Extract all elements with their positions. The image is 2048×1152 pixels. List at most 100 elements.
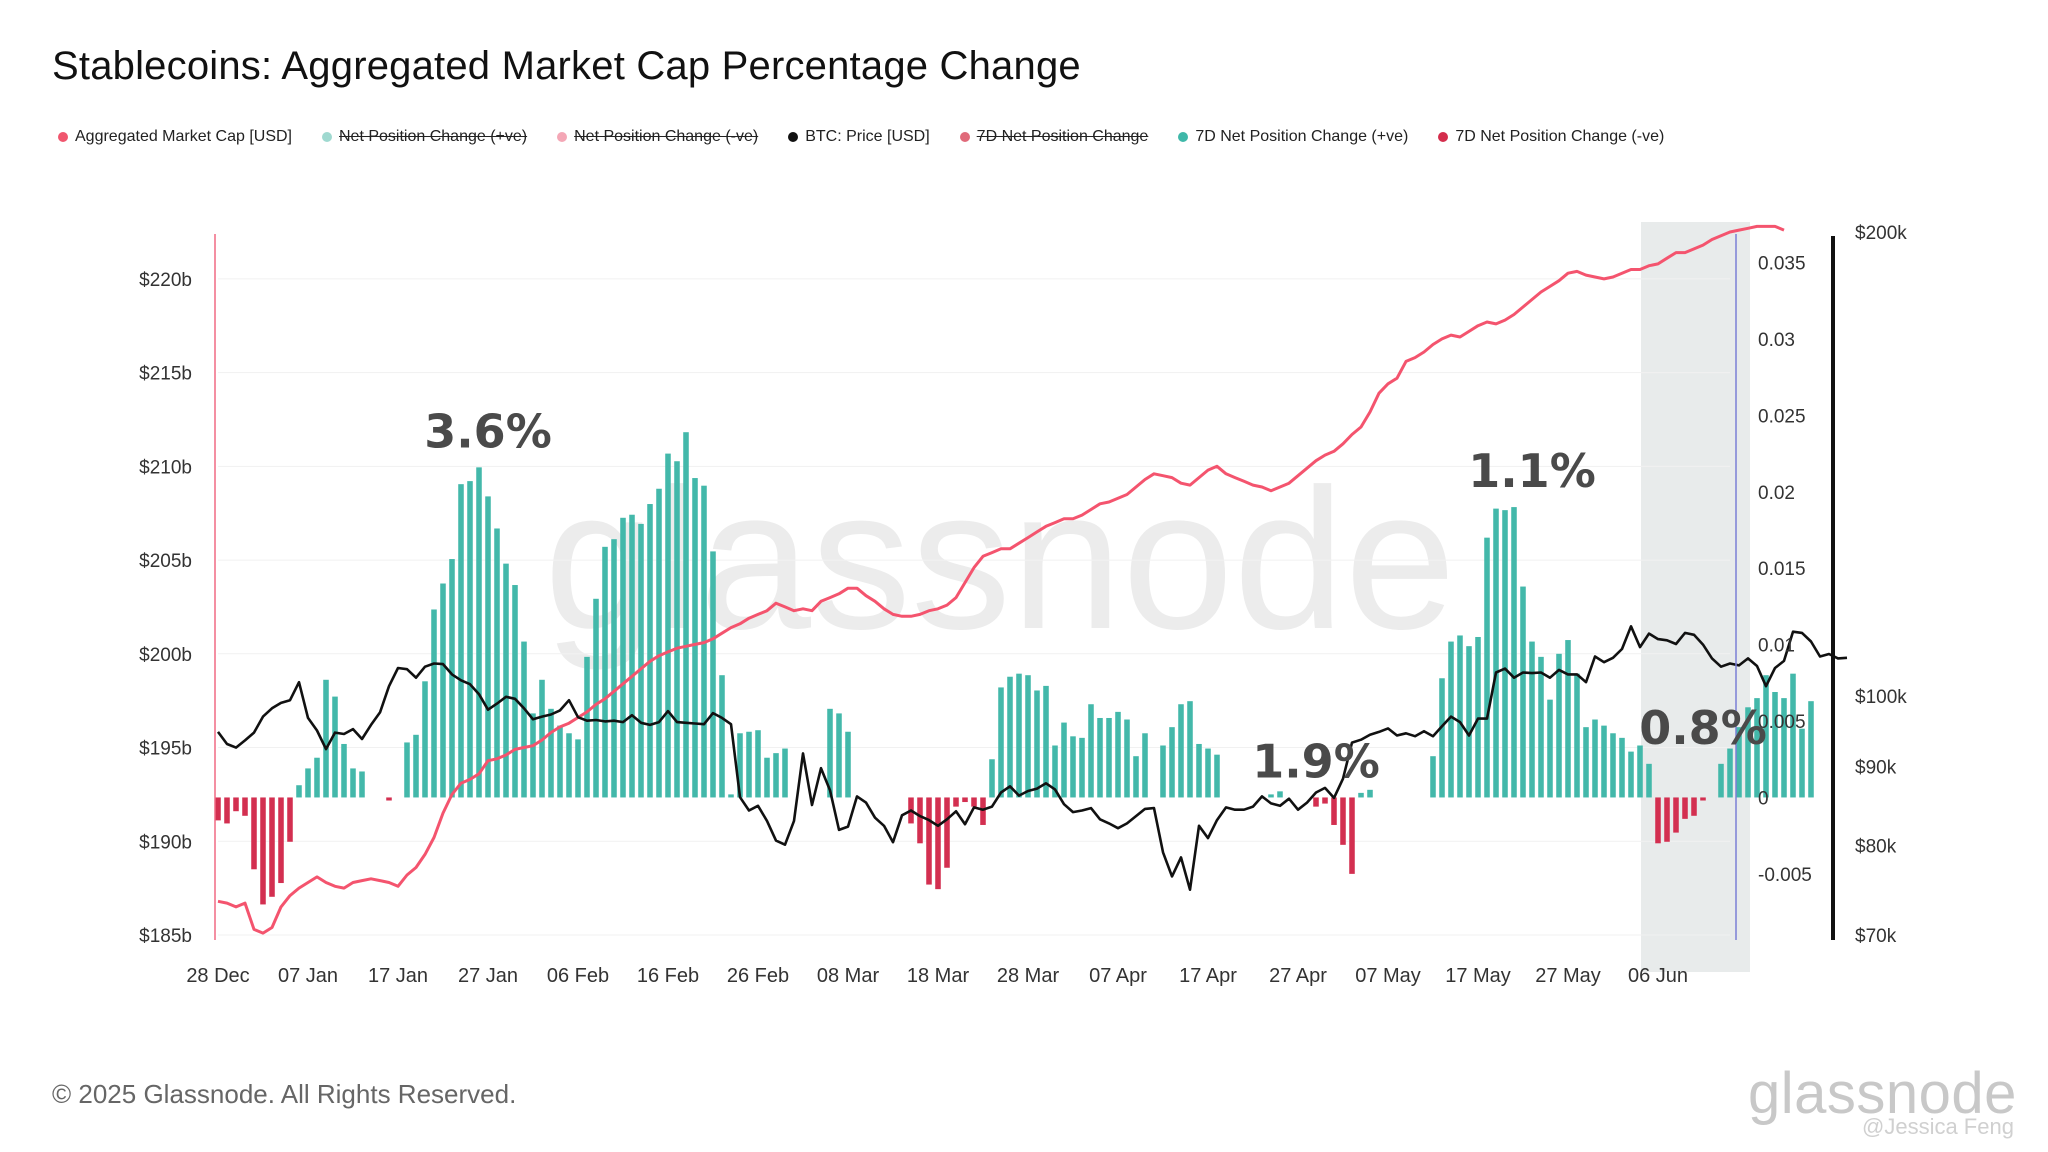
legend-label: 7D Net Position Change (-ve) (1455, 128, 1665, 145)
legend-item-net-position-pos[interactable]: Net Position Change (+ve) (322, 128, 527, 146)
bar-negative (1682, 797, 1688, 819)
bar-positive (1763, 675, 1769, 798)
bar-positive (1097, 717, 1103, 798)
bar-positive (1484, 537, 1490, 798)
bar-negative (980, 797, 986, 825)
bar-negative (1349, 797, 1355, 874)
bar-positive (1718, 763, 1724, 798)
y-right-tick-label: 0.005 (1758, 712, 1806, 733)
bar-negative (1331, 797, 1337, 825)
bar-positive (1025, 675, 1031, 798)
bar-positive (530, 713, 536, 798)
x-tick-label: 17 Jan (368, 965, 428, 987)
bar-positive (1367, 789, 1373, 798)
bar-positive (647, 504, 653, 798)
bar-negative (269, 797, 275, 897)
legend-item-7d-net-position[interactable]: 7D Net Position Change (959, 128, 1148, 146)
legend-item-net-position-neg[interactable]: Net Position Change (-ve) (557, 128, 758, 146)
bar-positive (1106, 717, 1112, 798)
bar-positive (1574, 673, 1580, 798)
bar-positive (1520, 586, 1526, 798)
bar-positive (422, 681, 428, 798)
axes: $185b $190b $195b $200b $205b $210b $215b $220b… (139, 223, 1907, 987)
bar-negative (935, 797, 941, 890)
bar-positive (692, 478, 698, 798)
bar-positive (476, 467, 482, 798)
bar-positive (1034, 690, 1040, 798)
bar-positive (836, 713, 842, 798)
y-btc-tick-label: $100k (1855, 687, 1907, 708)
bar-negative (1700, 797, 1706, 801)
bar-positive (1592, 719, 1598, 798)
bar-positive (1277, 791, 1283, 798)
bar-positive (737, 733, 743, 798)
bar-positive (755, 730, 761, 798)
bar-positive (1736, 727, 1742, 798)
bar-positive (584, 656, 590, 798)
bar-positive (1583, 727, 1589, 798)
y-right-tick-label: 0.035 (1758, 254, 1806, 275)
bar-positive (1493, 508, 1499, 798)
bar-positive (1565, 640, 1571, 798)
bar-positive (1016, 673, 1022, 798)
bar-positive (575, 739, 581, 798)
x-tick-label: 07 Apr (1089, 965, 1147, 987)
bar-positive (1610, 733, 1616, 798)
bar-negative (287, 797, 293, 842)
legend-item-market-cap[interactable]: Aggregated Market Cap [USD] (58, 128, 292, 146)
bar-positive (782, 748, 788, 798)
bar-positive (1754, 698, 1760, 798)
bar-series-7d-net-position (215, 432, 1814, 905)
y-right-tick-label: 0.02 (1758, 483, 1795, 504)
legend-label: 7D Net Position Change (+ve) (1195, 128, 1409, 145)
chart-background (1641, 222, 1750, 972)
legend-item-7d-net-position-pos[interactable]: 7D Net Position Change (+ve) (1178, 128, 1408, 146)
bar-positive (1169, 727, 1175, 798)
bar-positive (1799, 728, 1805, 798)
x-tick-label: 06 Jun (1628, 965, 1688, 987)
legend-dot-net-position-neg (557, 132, 568, 142)
legend-item-7d-net-position-neg[interactable]: 7D Net Position Change (-ve) (1438, 128, 1664, 146)
y-btc-tick-label: $200k (1855, 223, 1907, 244)
y-left-tick-label: $205b (139, 551, 192, 572)
bar-positive (764, 757, 770, 798)
x-tick-label: 07 Jan (278, 965, 338, 987)
bar-negative (1673, 797, 1679, 833)
bar-negative (233, 797, 239, 812)
bar-positive (1646, 763, 1652, 798)
bar-positive (1430, 756, 1436, 798)
bar-positive (1088, 704, 1094, 798)
annotation-label: 1.1% (1468, 444, 1596, 498)
bar-positive (314, 757, 320, 798)
x-tick-label: 26 Feb (727, 965, 789, 987)
bar-positive (404, 742, 410, 798)
bar-positive (1205, 748, 1211, 798)
bar-negative (1655, 797, 1661, 844)
legend-item-btc-price[interactable]: BTC: Price [USD] (788, 128, 930, 146)
bar-positive (674, 461, 680, 798)
bar-positive (305, 768, 311, 798)
y-left-tick-label: $220b (139, 270, 192, 291)
bar-negative (278, 797, 284, 884)
annotation-label: 1.9% (1252, 734, 1380, 788)
y-right-tick-label: 0.015 (1758, 559, 1806, 580)
bar-positive (1628, 751, 1634, 798)
glassnode-watermark: glassnode (544, 448, 1456, 671)
bar-positive (1178, 704, 1184, 798)
bar-positive (629, 514, 635, 798)
bar-positive (332, 696, 338, 798)
x-tick-label: 17 Apr (1179, 965, 1237, 987)
x-tick-label: 27 Apr (1269, 965, 1327, 987)
bar-positive (1187, 701, 1193, 798)
bar-positive (296, 785, 302, 798)
bar-positive (845, 731, 851, 798)
legend-dot-market-cap (58, 132, 68, 142)
bar-positive (323, 679, 329, 798)
bar-positive (710, 551, 716, 798)
bar-positive (656, 488, 662, 798)
bar-positive (494, 528, 500, 798)
bar-positive (827, 708, 833, 798)
y-right-tick-label: -0.005 (1758, 865, 1812, 886)
bar-positive (1790, 673, 1796, 798)
bar-positive (1619, 737, 1625, 798)
